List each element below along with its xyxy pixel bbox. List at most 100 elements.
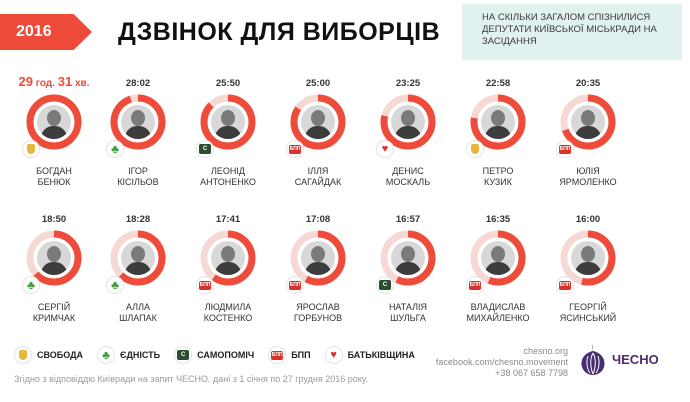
deputy-first-name: НАТАЛІЯ xyxy=(388,302,428,312)
bpp-party-icon: БПП xyxy=(469,280,481,290)
late-time-ring xyxy=(470,230,526,286)
svoboda-party-icon xyxy=(25,143,37,155)
facebook-link[interactable]: facebook.com/chesno.movement xyxy=(435,357,568,367)
late-time-ring xyxy=(110,230,166,286)
deputy-name: ІГОР КІСІЛЬОВ xyxy=(92,166,184,188)
photo-body xyxy=(125,126,151,139)
ring-arc xyxy=(26,230,82,286)
photo-head xyxy=(311,110,325,126)
contacts-block: chesno.org facebook.com/chesno.movement … xyxy=(420,346,568,379)
deputy-card: 16:00 БПП ГЕОРГІЙ ЯСИНСЬКИЙ xyxy=(542,214,634,349)
ednist-party-icon: ♣ xyxy=(102,348,110,362)
party-legend: СВОБОДА ♣ ЄДНІСТЬ С САМОПОМІЧ БПП БПП ♥ БАТЬКІВЩ… xyxy=(14,346,429,364)
bpp-party-icon: БПП xyxy=(199,280,211,290)
late-time: 18:50 xyxy=(41,214,67,225)
deputy-name: НАТАЛІЯ ШУЛЬГА xyxy=(362,302,454,324)
deputy-last-name: АНТОНЕНКО xyxy=(200,177,256,187)
deputy-card: 23:25 ♥ ДЕНИС МОСКАЛЬ xyxy=(362,78,454,213)
late-time-ring xyxy=(290,230,346,286)
legend-label: БАТЬКІВЩИНА xyxy=(347,350,415,360)
ednist-party-icon: ♣ xyxy=(111,142,119,156)
photo-body xyxy=(395,262,421,275)
ring-arc xyxy=(26,94,82,150)
deputy-card: 29 год. 31 хв. БОГДАН БЕНЮК xyxy=(8,74,100,213)
party-badge: БПП xyxy=(556,276,574,294)
year-label: 2016 xyxy=(16,23,52,40)
photo-head xyxy=(311,246,325,262)
deputy-card: 28:02 ♣ ІГОР КІСІЛЬОВ xyxy=(92,78,184,213)
legend-item-bpp: БПП БПП xyxy=(268,346,311,364)
legend-label: БПП xyxy=(291,350,311,360)
deputy-last-name: ЯСИНСЬКИЙ xyxy=(559,313,617,323)
deputy-name: ІЛЛЯ САГАЙДАК xyxy=(272,166,364,188)
deputy-last-name: КОСТЕНКО xyxy=(203,313,253,323)
deputy-last-name: КУЗИК xyxy=(483,177,512,187)
photo-body xyxy=(305,126,331,139)
deputy-photo xyxy=(571,241,605,275)
deputy-card: 18:50 ♣ СЕРГІЙ КРИМЧАК xyxy=(8,214,100,349)
deputy-photo xyxy=(301,105,335,139)
photo-head xyxy=(491,110,505,126)
late-time: 17:08 xyxy=(305,214,331,225)
photo-head xyxy=(401,246,415,262)
deputy-last-name: ГОРБУНОВ xyxy=(293,313,343,323)
late-time-ring xyxy=(290,94,346,150)
samopomich-party-icon: С xyxy=(199,144,211,154)
photo-body xyxy=(41,126,67,139)
photo-body xyxy=(485,126,511,139)
late-time-part: год. xyxy=(33,78,58,89)
party-badge: ♣ xyxy=(106,276,124,294)
deputy-first-name: ПЕТРО xyxy=(482,166,514,176)
ring-arc xyxy=(290,94,346,150)
late-time-part: 31 xyxy=(57,74,73,89)
deputy-last-name: ЯРМОЛЕНКО xyxy=(559,177,617,187)
legend-badge: С xyxy=(174,346,193,364)
late-time-ring xyxy=(26,230,82,286)
bpp-party-icon: БПП xyxy=(559,280,571,290)
deputy-first-name: ГЕОРГІЙ xyxy=(569,302,607,312)
deputy-last-name: ШЛАПАК xyxy=(119,313,157,323)
photo-head xyxy=(581,246,595,262)
footnote: Згідно з відповіддю Київради на запит ЧЕ… xyxy=(14,374,368,384)
deputy-name: СЕРГІЙ КРИМЧАК xyxy=(8,302,100,324)
photo-body xyxy=(485,262,511,275)
photo-head xyxy=(47,246,61,262)
party-badge: С xyxy=(376,276,394,294)
logo-text: ЧЕСНО xyxy=(612,352,659,367)
deputy-card: 25:00 БПП ІЛЛЯ САГАЙДАК xyxy=(272,78,364,213)
deputy-card: 25:50 С ЛЕОНІД АНТОНЕНКО xyxy=(182,78,274,213)
late-time: 16:00 xyxy=(575,214,601,225)
photo-body xyxy=(215,126,241,139)
legend-badge: БПП xyxy=(268,346,287,364)
ednist-party-icon: ♣ xyxy=(111,278,119,292)
party-badge: ♣ xyxy=(106,140,124,158)
deputy-photo xyxy=(37,241,71,275)
party-badge: ♣ xyxy=(22,276,40,294)
photo-body xyxy=(575,262,601,275)
ring-arc xyxy=(380,94,436,150)
site-link[interactable]: chesno.org xyxy=(523,346,568,356)
deputy-card: 20:35 БПП ЮЛІЯ ЯРМОЛЕНКО xyxy=(542,78,634,213)
party-badge: БПП xyxy=(556,140,574,158)
deputy-photo xyxy=(391,241,425,275)
deputy-last-name: ШУЛЬГА xyxy=(390,313,426,323)
svoboda-party-icon xyxy=(17,349,29,361)
svoboda-party-icon xyxy=(469,143,481,155)
deputy-photo xyxy=(121,105,155,139)
legend-badge: ♣ xyxy=(97,346,116,364)
party-badge: ♥ xyxy=(376,140,394,158)
deputy-first-name: ЯРОСЛАВ xyxy=(296,302,340,312)
legend-label: ЄДНІСТЬ xyxy=(120,350,161,360)
ring-arc xyxy=(560,94,616,150)
ring-arc xyxy=(110,230,166,286)
party-badge: БПП xyxy=(196,276,214,294)
late-time: 29 год. 31 хв. xyxy=(8,74,100,89)
late-time-part: 29 xyxy=(18,74,34,89)
legend-badge xyxy=(14,346,32,364)
deputy-photo xyxy=(571,105,605,139)
ring-arc xyxy=(560,230,616,286)
deputy-photo xyxy=(481,105,515,139)
photo-body xyxy=(305,262,331,275)
deputy-last-name: КРИМЧАК xyxy=(32,313,76,323)
late-time-part: хв. xyxy=(72,78,90,89)
